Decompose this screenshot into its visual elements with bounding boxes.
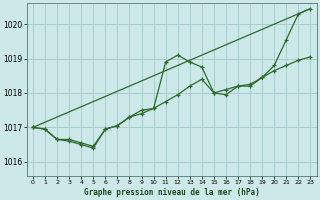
X-axis label: Graphe pression niveau de la mer (hPa): Graphe pression niveau de la mer (hPa) [84,188,260,197]
